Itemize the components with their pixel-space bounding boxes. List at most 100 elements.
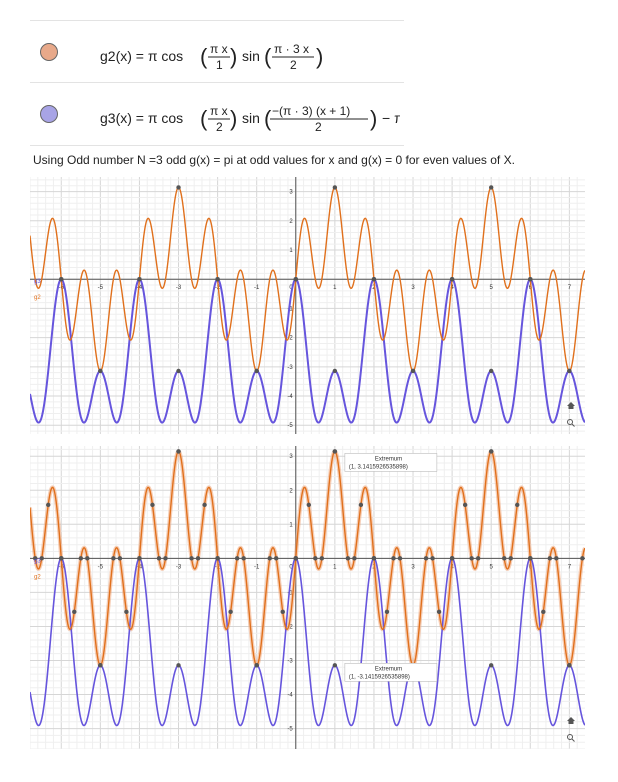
g2-point[interactable] — [423, 556, 429, 561]
g2-point[interactable] — [176, 449, 181, 454]
g2-point[interactable] — [39, 556, 44, 561]
g2-point[interactable] — [352, 556, 357, 561]
g2-label: g2 — [34, 295, 41, 301]
g2-point[interactable] — [156, 556, 162, 561]
g2-point[interactable] — [502, 556, 507, 561]
g2-point[interactable] — [528, 556, 533, 561]
g2-point[interactable] — [254, 663, 259, 668]
g2-point[interactable] — [319, 556, 325, 561]
g2-point[interactable] — [528, 277, 533, 282]
g2-point[interactable] — [436, 609, 442, 615]
home-icon[interactable] — [567, 717, 575, 724]
g3-visibility-toggle[interactable] — [40, 105, 58, 123]
g3-curve[interactable] — [30, 278, 585, 424]
g2-point[interactable] — [46, 502, 51, 508]
g3-point[interactable] — [332, 663, 338, 668]
g2-point[interactable] — [195, 556, 201, 561]
g2-point[interactable] — [228, 609, 233, 615]
g2-point[interactable] — [215, 556, 220, 561]
g2-point[interactable] — [410, 368, 416, 374]
g2-point[interactable] — [554, 556, 559, 561]
g2-point[interactable] — [280, 609, 285, 615]
g2-point[interactable] — [274, 556, 279, 561]
g2-point[interactable] — [430, 556, 435, 561]
x-tick-label: -3 — [176, 285, 182, 291]
g2-point[interactable] — [234, 556, 240, 561]
g2-point[interactable] — [371, 277, 377, 282]
g2-point[interactable] — [137, 556, 142, 561]
g2-point[interactable] — [567, 663, 572, 668]
g2-point[interactable] — [124, 609, 129, 615]
g2-point[interactable] — [215, 277, 220, 282]
g2-point[interactable] — [332, 185, 338, 190]
g2-point[interactable] — [580, 556, 585, 561]
zoom-icon[interactable] — [567, 419, 575, 427]
g2-point[interactable] — [189, 556, 194, 561]
g3-point[interactable] — [488, 663, 494, 668]
g2-point[interactable] — [475, 556, 481, 561]
g2-point[interactable] — [488, 185, 494, 190]
g2-point[interactable] — [391, 556, 396, 561]
extremum-min-label-box — [344, 663, 438, 682]
g2-point[interactable] — [150, 502, 155, 508]
g2-visibility-toggle[interactable] — [40, 43, 58, 61]
g2-point[interactable] — [267, 556, 272, 561]
g3-point[interactable] — [176, 663, 181, 668]
g2-point[interactable] — [293, 556, 298, 561]
g2-point[interactable] — [111, 556, 116, 561]
g2-point[interactable] — [567, 368, 572, 374]
g2-point[interactable] — [313, 556, 318, 561]
g2-point[interactable] — [469, 556, 474, 561]
g2-point[interactable] — [78, 556, 84, 561]
g3-point[interactable] — [488, 368, 494, 374]
g3-point[interactable] — [332, 368, 338, 374]
g2-point[interactable] — [541, 609, 546, 615]
g2-point[interactable] — [163, 556, 168, 561]
graph-view-2[interactable]: -6 -5 -4 -3 -2 -1 1 2 3 4 5 6 70-5-4-3-2-1123g3g2Ext… — [30, 446, 585, 749]
g2-point[interactable] — [293, 277, 298, 282]
g2-point[interactable] — [397, 556, 403, 561]
g2-point[interactable] — [332, 449, 338, 454]
extremum-min-label[interactable]: Extremum (1, -3.1415926535898) — [344, 663, 438, 682]
y-tick-label: 2 — [289, 219, 293, 225]
g2-point[interactable] — [254, 368, 259, 374]
g2-point[interactable] — [371, 556, 377, 561]
g2-curve[interactable] — [30, 450, 585, 666]
g2-point[interactable] — [85, 556, 90, 561]
g2-point[interactable] — [449, 556, 455, 561]
g2-point[interactable] — [117, 556, 123, 561]
g2-point[interactable] — [488, 449, 494, 454]
y-tick-label: 1 — [289, 522, 293, 528]
g2-point[interactable] — [59, 277, 64, 282]
g2-point[interactable] — [384, 609, 390, 615]
g2-point[interactable] — [137, 277, 142, 282]
g2-point[interactable] — [98, 368, 103, 374]
g2-point[interactable] — [462, 502, 468, 508]
g2-point[interactable] — [59, 556, 64, 561]
g2-point[interactable] — [241, 556, 246, 561]
home-icon[interactable] — [567, 402, 575, 409]
svg-text:sin: sin — [242, 110, 260, 126]
g2-point[interactable] — [33, 556, 38, 561]
y-tick-label: -1 — [287, 306, 293, 312]
g2-point[interactable] — [515, 502, 520, 508]
g3-point[interactable] — [176, 368, 181, 374]
y-tick-label: -2 — [287, 336, 293, 342]
g2-point[interactable] — [345, 556, 351, 561]
g2-point[interactable] — [176, 185, 181, 190]
zoom-icon[interactable] — [567, 734, 575, 742]
g2-point[interactable] — [358, 502, 364, 508]
y-tick-label: -5 — [287, 423, 293, 429]
g2-point[interactable] — [508, 556, 513, 561]
g3-curve[interactable] — [30, 557, 585, 727]
g2-point[interactable] — [72, 609, 77, 615]
g2-point[interactable] — [449, 277, 455, 282]
g2-point[interactable] — [547, 556, 553, 561]
algebra-row-g3[interactable]: g3(x) = π cos ( π x 2 ) sin ( −(π · 3) (… — [30, 82, 404, 146]
g2-point[interactable] — [98, 663, 103, 668]
algebra-row-g2[interactable]: g2(x) = π cos ( π x 1 ) sin ( π · 3 x 2 … — [30, 20, 404, 83]
g2-point[interactable] — [202, 502, 207, 508]
g2-point[interactable] — [306, 502, 312, 508]
extremum-max-label[interactable]: Extremum (1, 3.1415926535898) — [344, 453, 438, 472]
